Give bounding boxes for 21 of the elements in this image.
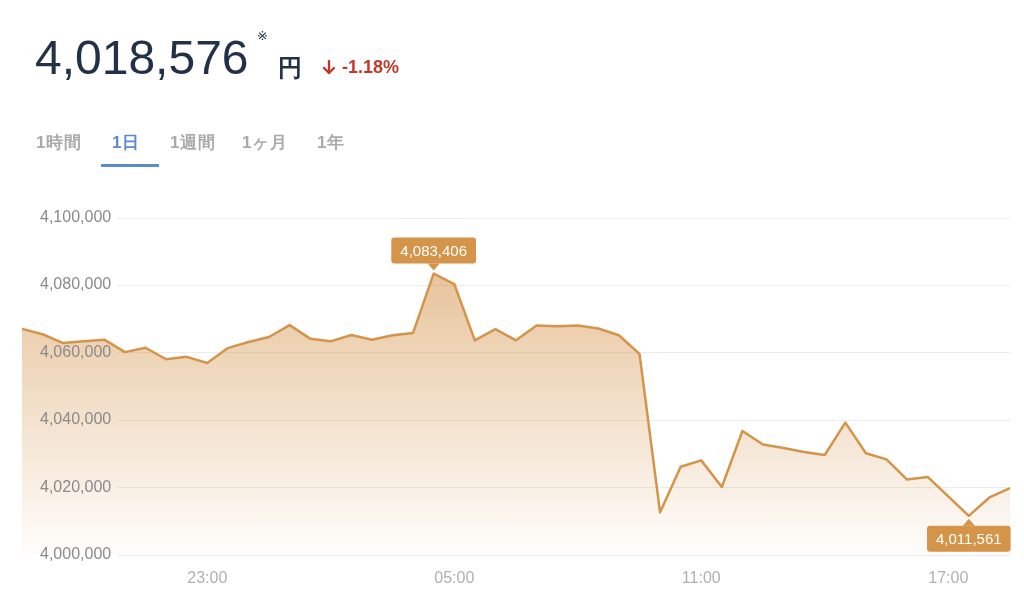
y-tick-label: 4,040,000 xyxy=(40,410,112,428)
text: 1時間 xyxy=(36,132,83,154)
text: 1ヶ月 xyxy=(242,132,289,154)
y-tick-label: 4,020,000 xyxy=(40,477,112,495)
text: 1日 xyxy=(112,132,141,154)
chart-title: 4,018,576 xyxy=(35,30,249,86)
y-tick-label: 4,060,000 xyxy=(40,342,112,360)
y-tick-label: 4,100,000 xyxy=(40,208,112,226)
y-tick-label: 4,000,000 xyxy=(40,545,112,563)
y-tick-label: 4,080,000 xyxy=(40,275,112,293)
x-tick-label: 17:00 xyxy=(928,568,969,586)
text: ※ xyxy=(257,28,268,43)
text: 1週間 xyxy=(170,132,217,154)
text: 円 xyxy=(278,53,302,83)
x-tick-label: 05:00 xyxy=(434,568,475,586)
annotation: 4,011,561 xyxy=(936,529,1002,547)
x-tick-label: 23:00 xyxy=(187,568,228,586)
x-tick-label: 11:00 xyxy=(681,568,721,586)
annotation: 4,083,406 xyxy=(400,241,468,259)
text: 1年 xyxy=(317,132,346,154)
text: -1.18% xyxy=(342,57,400,78)
